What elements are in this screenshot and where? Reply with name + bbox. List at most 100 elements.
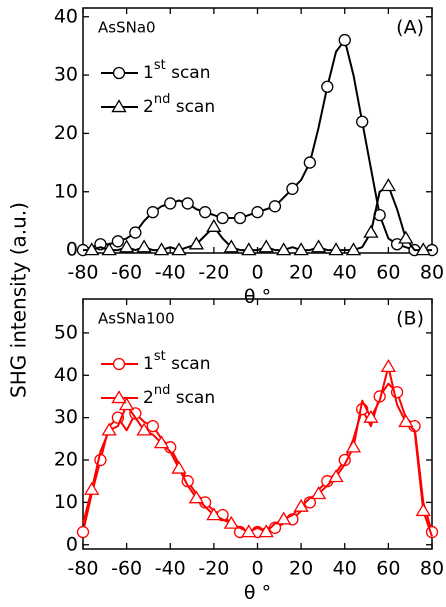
annotation: AsSNa100 (98, 310, 175, 328)
marker (251, 206, 264, 219)
marker (241, 242, 257, 256)
marker (276, 242, 292, 256)
marker (293, 242, 309, 256)
marker (345, 242, 362, 256)
marker (328, 469, 344, 483)
marker (338, 33, 351, 47)
y-tick-label: 30 (54, 64, 78, 86)
marker (286, 182, 299, 195)
marker (153, 435, 170, 449)
marker (363, 409, 379, 423)
marker (153, 242, 170, 256)
x-axis-label: θ ° (244, 286, 271, 308)
marker (345, 439, 362, 453)
x-tick-label: -40 (155, 558, 186, 580)
y-tick-label: 0 (66, 533, 78, 555)
marker (164, 197, 177, 210)
series-line (82, 365, 433, 537)
marker (223, 515, 239, 529)
legend-label: 1st scan (143, 349, 211, 375)
x-tick-label: 0 (251, 262, 263, 284)
x-tick-label: 80 (420, 262, 444, 284)
marker (415, 242, 431, 256)
marker (258, 239, 274, 253)
marker (181, 197, 194, 210)
marker (101, 422, 117, 436)
marker (268, 200, 282, 213)
marker (84, 481, 100, 495)
x-tick-label: 40 (333, 262, 357, 284)
x-tick-label: -60 (111, 262, 142, 284)
x-tick-label: 60 (376, 262, 400, 284)
marker (146, 206, 159, 219)
legend-label: 2nd scan (143, 383, 215, 409)
x-tick-label: 80 (420, 558, 444, 580)
legend-marker (111, 99, 127, 113)
x-tick-label: 0 (251, 558, 263, 580)
marker (216, 211, 229, 225)
marker (233, 211, 247, 225)
marker (310, 239, 327, 253)
x-axis-label: θ ° (244, 582, 271, 604)
x-tick-label: 20 (289, 558, 313, 580)
marker (136, 239, 152, 253)
x-tick-label: -20 (198, 262, 229, 284)
marker (398, 230, 414, 244)
series-line (82, 382, 433, 534)
marker (101, 242, 117, 256)
marker (94, 238, 107, 251)
x-tick-label: 20 (289, 262, 313, 284)
x-tick-label: 60 (376, 558, 400, 580)
panel-label: (B) (396, 308, 424, 330)
marker (303, 156, 317, 169)
marker (206, 218, 222, 232)
legend-label: 1st scan (143, 58, 211, 84)
marker (276, 511, 292, 525)
legend-marker (111, 390, 127, 404)
x-tick-label: -20 (198, 558, 229, 580)
x-tick-label: -80 (67, 262, 98, 284)
marker (398, 414, 414, 428)
marker (363, 224, 379, 238)
marker (328, 242, 344, 256)
legend-label: 2nd scan (143, 92, 215, 118)
x-tick-label: -60 (111, 558, 142, 580)
marker (94, 453, 107, 467)
marker (258, 524, 274, 538)
marker (118, 397, 135, 411)
legend-marker (112, 66, 126, 80)
marker (293, 498, 309, 512)
marker (76, 525, 90, 539)
marker (206, 507, 222, 521)
marker (171, 460, 187, 474)
y-axis-label: SHG intensity (a.u.) (7, 202, 31, 398)
marker (129, 226, 142, 239)
marker (171, 242, 187, 256)
marker (111, 235, 125, 248)
marker (188, 236, 205, 250)
marker (146, 419, 159, 433)
marker (241, 524, 257, 538)
marker (321, 80, 334, 93)
x-tick-label: -40 (155, 262, 186, 284)
marker (415, 503, 431, 517)
y-tick-label: 40 (54, 364, 78, 386)
marker (310, 486, 327, 500)
marker (188, 490, 205, 504)
marker (118, 239, 135, 253)
legend-marker (112, 357, 126, 371)
marker (198, 206, 212, 219)
plot-frame (82, 298, 433, 550)
marker (223, 239, 239, 253)
y-tick-label: 0 (66, 239, 78, 261)
annotation: AsSNa0 (98, 19, 156, 37)
marker (380, 178, 397, 192)
marker (380, 359, 397, 372)
marker (84, 242, 100, 256)
x-tick-label: 40 (333, 558, 357, 580)
panel-label: (A) (396, 17, 424, 39)
y-tick-label: 10 (54, 491, 78, 513)
y-tick-label: 50 (54, 321, 78, 343)
y-tick-label: 20 (54, 449, 78, 471)
